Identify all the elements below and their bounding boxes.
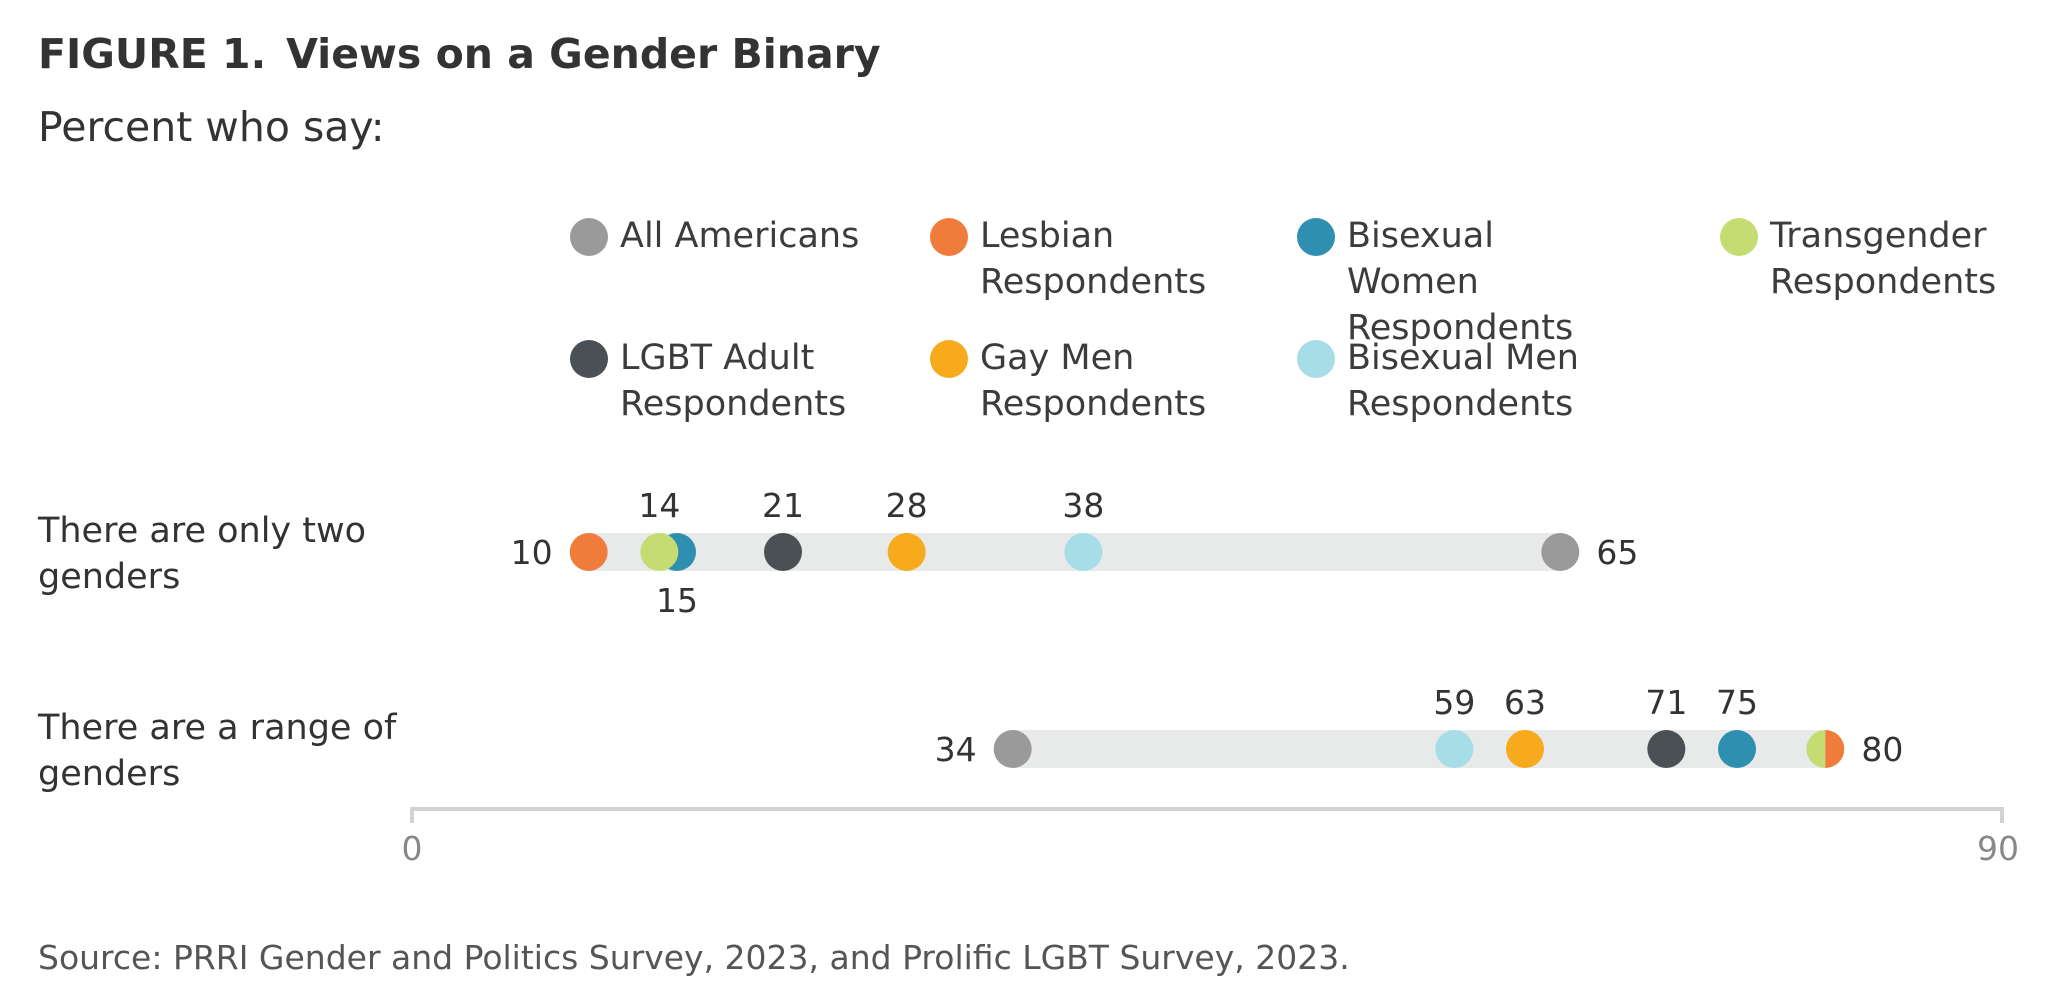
data-point (569, 533, 608, 571)
data-point (1064, 533, 1103, 571)
data-point (1806, 730, 1826, 768)
legend-swatch (570, 218, 608, 256)
data-point (1825, 730, 1845, 768)
range-bar (1012, 730, 1826, 768)
chart-title: FIGURE 1. Views on a Gender Binary (38, 30, 881, 78)
figure-number: FIGURE 1. (38, 30, 267, 78)
data-label: 38 (1062, 486, 1104, 525)
data-label: 65 (1596, 533, 1638, 572)
legend-item-lgbt-adult: LGBT Adult Respondents (570, 335, 880, 427)
legend-item-bisexual-women: Bisexual Women Respondents (1297, 213, 1607, 351)
legend-swatch (1720, 218, 1758, 256)
data-point (1647, 730, 1686, 768)
legend-item-bisexual-men: Bisexual Men Respondents (1297, 335, 1607, 427)
legend-item-gay-men: Gay Men Respondents (930, 335, 1240, 427)
data-label: 80 (1861, 730, 1903, 769)
data-point (887, 533, 926, 571)
data-label: 28 (886, 486, 928, 525)
data-point (993, 730, 1032, 768)
data-label: 34 (935, 730, 977, 769)
data-label: 71 (1645, 683, 1687, 722)
data-label: 63 (1504, 683, 1546, 722)
legend-item-all-americans: All Americans (570, 213, 880, 259)
legend-swatch (930, 340, 968, 378)
data-label: 75 (1716, 683, 1758, 722)
legend-swatch (1297, 340, 1335, 378)
legend-label: Bisexual Women Respondents (1347, 216, 1574, 348)
data-point (1506, 730, 1544, 768)
legend-label: Gay Men Respondents (980, 338, 1207, 424)
legend-swatch (930, 218, 968, 256)
legend-label: Transgender Respondents (1770, 216, 1997, 302)
data-point (1435, 730, 1474, 768)
legend-label: All Americans (620, 216, 860, 256)
data-label: 15 (656, 581, 698, 620)
data-point (1718, 730, 1756, 768)
legend-label: Bisexual Men Respondents (1347, 338, 1579, 424)
data-point (640, 533, 679, 571)
dot-plot: 10 14 15 21 28 38 65 34 59 63 71 75 80 0 90 (402, 486, 2020, 868)
legend-swatch (570, 340, 608, 378)
x-tick-label: 0 (402, 829, 423, 868)
legend-swatch (1297, 218, 1335, 256)
data-label: 14 (638, 486, 680, 525)
row-label-two-genders: There are only two genders (38, 511, 367, 597)
data-label: 59 (1433, 683, 1475, 722)
data-label: 10 (511, 533, 553, 572)
figure-title: Views on a Gender Binary (286, 30, 881, 78)
legend-item-transgender: Transgender Respondents (1720, 213, 2030, 305)
row-label-range-of-genders: There are a range of genders (38, 708, 397, 794)
chart-subtitle: Percent who say: (38, 103, 385, 151)
legend-item-lesbian: Lesbian Respondents (930, 213, 1240, 305)
legend-label: Lesbian Respondents (980, 216, 1207, 302)
legend-label: LGBT Adult Respondents (620, 338, 847, 424)
x-tick-label: 90 (1977, 829, 2019, 868)
source-note: Source: PRRI Gender and Politics Survey,… (38, 938, 1350, 977)
data-point (764, 533, 802, 571)
data-point (1541, 533, 1580, 571)
data-label: 21 (762, 486, 804, 525)
